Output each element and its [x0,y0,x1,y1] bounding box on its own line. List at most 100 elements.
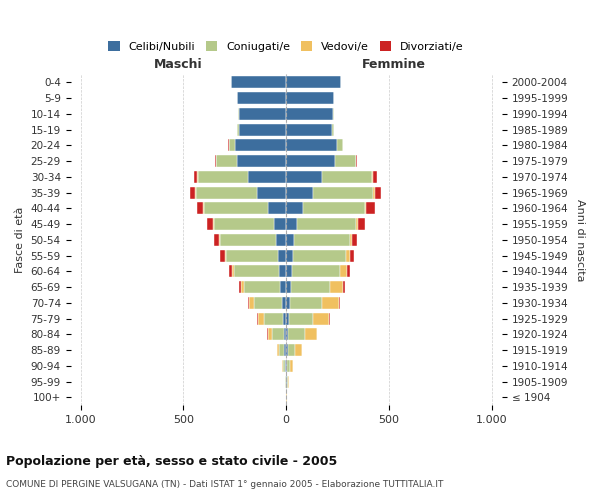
Bar [279,344,284,356]
Bar [286,155,335,167]
Bar [350,250,354,262]
Bar [302,202,365,214]
Bar [282,297,286,309]
Bar [365,202,366,214]
Bar [239,124,286,136]
Bar [373,186,374,198]
Bar [288,344,295,356]
Bar [196,186,257,198]
Bar [213,218,214,230]
Bar [356,218,358,230]
Bar [289,312,313,324]
Bar [190,186,195,198]
Bar [286,344,288,356]
Bar [197,202,203,214]
Bar [284,328,286,340]
Bar [195,186,196,198]
Bar [226,250,278,262]
Text: Popolazione per età, sesso e stato civile - 2005: Popolazione per età, sesso e stato civil… [6,455,337,468]
Bar [244,281,280,293]
Bar [215,155,217,167]
Bar [286,202,302,214]
Text: COMUNE DI PERGINE VALSUGANA (TN) - Dati ISTAT 1° gennaio 2005 - Elaborazione TUT: COMUNE DI PERGINE VALSUGANA (TN) - Dati … [6,480,443,489]
Bar [286,92,334,104]
Bar [286,328,288,340]
Bar [352,234,357,246]
Bar [292,266,340,278]
Y-axis label: Anni di nascita: Anni di nascita [575,198,585,281]
Bar [286,171,322,183]
Bar [235,140,286,151]
Bar [373,171,377,183]
Bar [288,328,305,340]
Bar [286,140,337,151]
Bar [338,297,340,309]
Bar [298,218,356,230]
Bar [239,281,241,293]
Bar [285,376,286,388]
Bar [276,234,286,246]
Text: Maschi: Maschi [154,58,203,71]
Y-axis label: Fasce di età: Fasce di età [15,206,25,273]
Bar [286,360,287,372]
Bar [286,108,334,120]
Bar [322,297,338,309]
Bar [197,171,198,183]
Bar [229,140,235,151]
Bar [224,250,226,262]
Bar [259,312,263,324]
Bar [286,250,293,262]
Bar [238,108,239,120]
Bar [257,186,286,198]
Bar [237,124,239,136]
Bar [232,266,234,278]
Bar [286,124,332,136]
Bar [286,234,295,246]
Bar [278,250,286,262]
Bar [287,360,290,372]
Bar [358,218,365,230]
Bar [286,218,298,230]
Bar [204,202,268,214]
Bar [237,92,286,104]
Bar [366,202,374,214]
Bar [203,202,204,214]
Bar [347,266,350,278]
Bar [194,171,197,183]
Bar [220,234,276,246]
Bar [322,171,373,183]
Bar [290,360,293,372]
Bar [263,312,283,324]
Bar [350,234,352,246]
Bar [286,186,313,198]
Bar [305,328,317,340]
Bar [295,234,350,246]
Bar [280,281,286,293]
Bar [239,108,286,120]
Bar [340,266,347,278]
Bar [329,312,331,324]
Bar [295,344,302,356]
Bar [285,360,286,372]
Bar [286,312,289,324]
Bar [277,344,279,356]
Bar [231,76,286,88]
Bar [290,297,322,309]
Bar [286,76,341,88]
Bar [335,155,356,167]
Bar [283,360,285,372]
Bar [272,328,284,340]
Text: Femmine: Femmine [362,58,426,71]
Bar [313,312,329,324]
Bar [286,297,290,309]
Bar [248,297,249,309]
Bar [241,281,244,293]
Bar [248,171,286,183]
Bar [286,281,292,293]
Bar [283,312,286,324]
Bar [332,124,334,136]
Bar [274,218,286,230]
Bar [214,234,220,246]
Bar [234,266,279,278]
Bar [207,218,213,230]
